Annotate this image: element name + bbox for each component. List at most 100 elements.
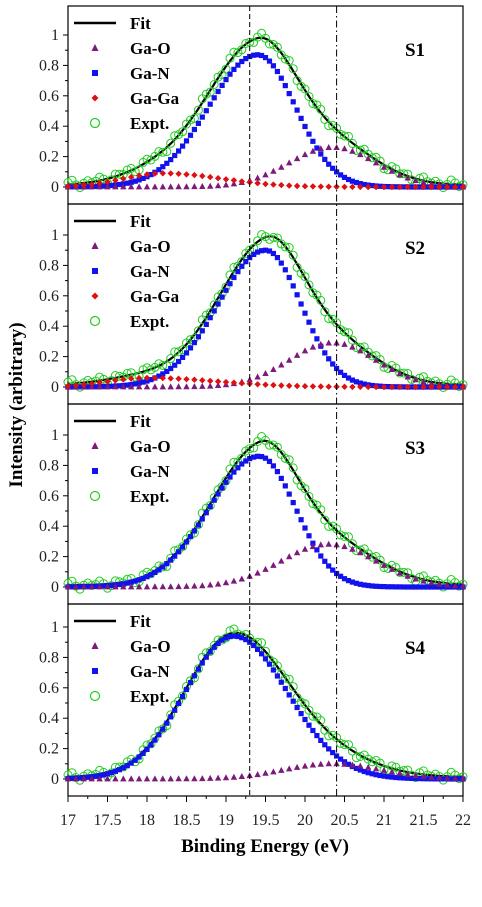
ga-o-point — [309, 343, 317, 350]
legend-ga-n-swatch — [92, 268, 98, 274]
expt-point — [296, 697, 306, 707]
ga-o-point — [64, 775, 72, 782]
ga-o-point — [199, 382, 206, 389]
ga-o-point — [207, 581, 214, 588]
ga-o-point — [88, 775, 95, 782]
ga-o-point — [428, 773, 435, 780]
ga-n-point — [93, 773, 99, 779]
ga-n-point — [211, 95, 217, 101]
ga-n-point — [413, 775, 419, 782]
ga-n-point — [164, 720, 170, 726]
ga-ga-point — [167, 170, 174, 177]
ga-o-point — [396, 370, 403, 376]
ga-n-point — [338, 756, 344, 762]
ga-n-point — [77, 584, 83, 590]
ga-n-point — [93, 583, 99, 589]
ga-ga-point — [278, 181, 285, 189]
ga-n-point — [187, 680, 194, 686]
expt-point — [209, 80, 219, 89]
ga-ga-point — [135, 172, 143, 179]
ga-n-point — [176, 549, 182, 555]
ga-n-point — [357, 380, 363, 386]
ga-n-point — [128, 760, 134, 766]
ga-n-point — [132, 381, 138, 387]
ga-n-point — [306, 319, 312, 325]
reference-lines-layer — [249, 6, 338, 796]
expt-point — [288, 64, 298, 74]
ga-n-point — [219, 294, 225, 300]
ga-o-point — [451, 582, 459, 589]
expt-point — [205, 501, 215, 511]
ga-n-point — [128, 179, 134, 185]
ga-n-point — [183, 350, 190, 356]
expt-point — [166, 138, 176, 148]
expt-point — [324, 121, 334, 131]
ga-o-point — [230, 577, 238, 584]
ga-n-point — [211, 644, 217, 650]
y-tick-label: 0 — [51, 179, 59, 196]
ga-n-point — [274, 68, 280, 75]
ga-o-point — [151, 183, 159, 190]
ga-n-point — [361, 181, 367, 188]
legend-entry-label: Ga-N — [130, 662, 170, 681]
ga-n-point — [227, 281, 233, 287]
expt-point — [316, 505, 326, 515]
ga-n-point — [172, 362, 178, 368]
ga-ga-point — [159, 170, 166, 177]
legend-entry-label: Ga-O — [130, 437, 171, 456]
ga-o-point — [412, 177, 419, 183]
ga-n-point — [432, 776, 438, 782]
ga-o-point — [286, 765, 293, 772]
legend-entry-label: Ga-N — [130, 64, 170, 83]
ga-o-point — [183, 582, 190, 589]
ga-n-point — [132, 178, 138, 184]
panel-s4: 0 0.2 0.4 0.6 0.8 1 Fit Ga-O Ga-N Expt. S4 — [39, 603, 468, 797]
ga-o-point — [120, 775, 127, 782]
ga-n-point — [183, 686, 190, 693]
ga-n-point — [381, 584, 387, 590]
expt-point — [308, 499, 318, 509]
ga-n-point — [77, 184, 83, 190]
ga-n-point — [282, 483, 288, 489]
expt-point — [142, 154, 152, 164]
ga-n-point — [345, 761, 352, 767]
expt-point — [229, 47, 239, 57]
ga-n-point — [322, 742, 328, 748]
ga-n-point — [448, 776, 454, 782]
ga-ga-point — [214, 175, 222, 182]
ga-n-point — [164, 561, 170, 567]
ga-o-point — [159, 775, 166, 782]
ga-o-point — [396, 171, 403, 178]
expt-point — [170, 131, 180, 141]
ga-o-point — [436, 580, 443, 587]
ga-n-point — [353, 580, 359, 586]
expt-point — [304, 491, 314, 501]
ga-n-point — [290, 283, 296, 289]
ga-o-point — [246, 376, 253, 383]
ga-n-point — [231, 633, 237, 639]
ga-n-point — [85, 384, 91, 390]
ga-n-point — [369, 583, 375, 589]
ga-ga-point — [428, 183, 435, 191]
ga-n-point — [116, 767, 122, 773]
expt-point — [265, 39, 274, 49]
expt-point — [316, 295, 326, 305]
ga-n-point — [417, 384, 423, 390]
ga-n-point — [183, 539, 190, 545]
ga-o-point — [96, 183, 103, 190]
ga-o-point — [80, 583, 87, 590]
ga-o-point — [96, 775, 103, 782]
ga-n-point — [235, 465, 241, 471]
y-tick-label: 0.6 — [39, 680, 59, 697]
ga-n-point — [365, 770, 371, 776]
ga-n-point — [294, 292, 300, 298]
ga-ga-point — [404, 383, 411, 391]
ga-o-point — [412, 575, 419, 582]
ga-n-point — [231, 66, 237, 72]
ga-n-point — [180, 693, 186, 700]
ga-n-point — [69, 184, 75, 190]
ga-o-point — [254, 569, 261, 576]
ga-n-point — [251, 251, 257, 257]
ga-n-point — [164, 368, 170, 374]
ga-o-point — [404, 572, 411, 579]
